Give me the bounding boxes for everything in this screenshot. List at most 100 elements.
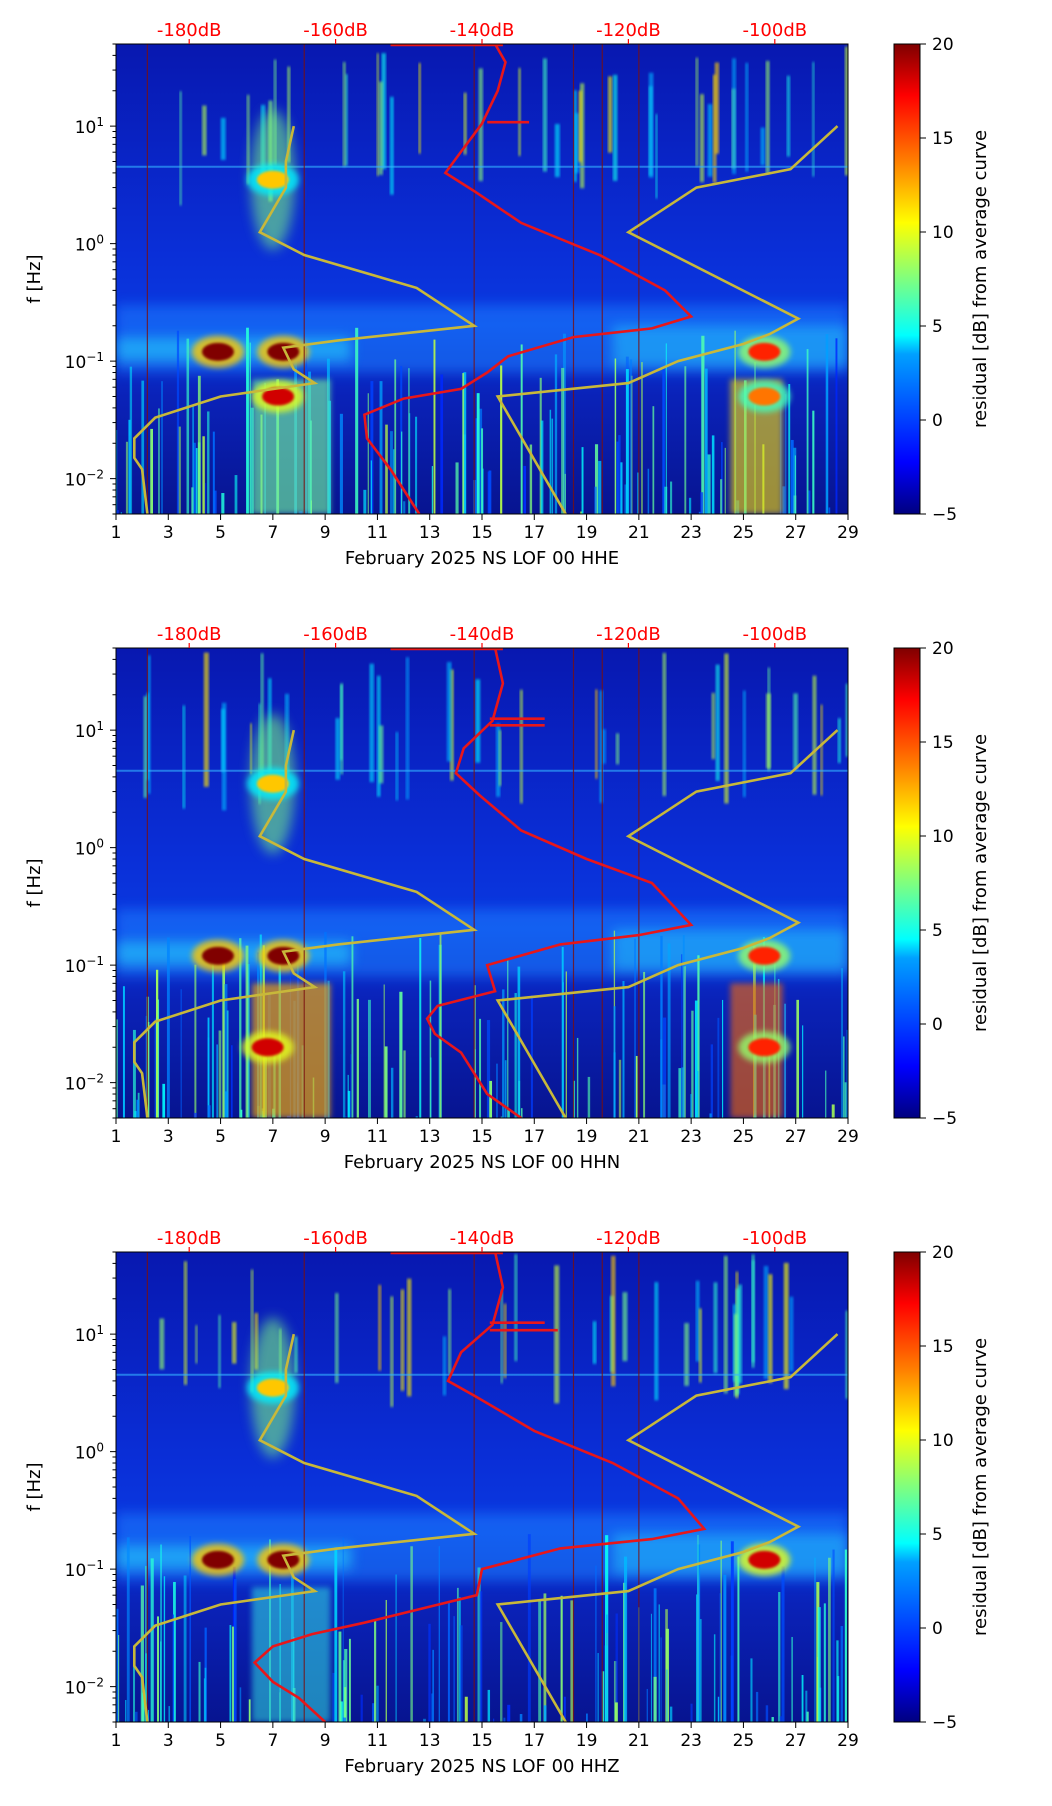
high-freq-streak (287, 66, 291, 163)
low-freq-streak (145, 1565, 147, 1722)
low-freq-streak (370, 460, 372, 514)
low-freq-streak (248, 1699, 251, 1722)
yellow-noise-model-low (133, 125, 478, 514)
high-freq-streak (475, 679, 481, 763)
low-freq-streak (504, 1060, 507, 1118)
low-freq-streak (245, 945, 249, 1118)
high-freq-streak (381, 53, 386, 170)
low-freq-streak (507, 1704, 511, 1722)
x-tick-label: 1 (111, 523, 122, 543)
low-freq-streak (456, 1587, 459, 1722)
low-freq-streak (229, 1625, 232, 1722)
low-freq-streak (814, 1557, 816, 1722)
hot-spot (748, 1550, 781, 1569)
low-freq-streak (543, 1705, 547, 1722)
low-freq-streak (195, 448, 198, 514)
low-freq-streak (538, 1599, 542, 1722)
high-freq-streak (655, 114, 658, 199)
low-freq-streak (704, 368, 708, 514)
high-freq-streak (714, 62, 720, 154)
low-freq-streak (129, 435, 131, 514)
low-freq-streak (403, 1050, 406, 1118)
low-freq-streak (344, 1648, 348, 1722)
low-freq-streak (846, 1029, 848, 1118)
hot-spot (748, 387, 781, 406)
high-freq-streak (844, 46, 848, 176)
y-tick-label: 10−1 (65, 1558, 104, 1581)
low-freq-streak (594, 444, 599, 514)
low-freq-streak (707, 454, 711, 514)
top-db-label: -160dB (303, 1228, 368, 1249)
low-freq-streak (823, 1603, 826, 1722)
colorbar-tick-label: 0 (932, 1619, 943, 1639)
low-freq-streak (191, 487, 194, 514)
low-freq-streak (595, 1565, 597, 1722)
low-freq-streak (709, 1113, 712, 1118)
low-freq-streak (351, 936, 354, 1118)
low-freq-streak (562, 982, 564, 1118)
low-freq-streak (205, 483, 207, 514)
x-tick-label: 25 (733, 523, 755, 543)
high-freq-streak (700, 94, 704, 183)
low-freq-streak (554, 354, 558, 514)
low-freq-streak (487, 1689, 491, 1722)
low-freq-streak (158, 408, 160, 514)
low-freq-streak (808, 490, 811, 514)
spectrogram-area (116, 648, 848, 1118)
hot-spot (251, 1038, 284, 1057)
low-freq-streak (479, 408, 483, 514)
high-freq-streak (574, 113, 580, 174)
low-freq-streak (788, 384, 791, 514)
x-tick-label: 5 (215, 1127, 226, 1147)
low-freq-streak (249, 342, 251, 514)
high-freq-streak (182, 705, 186, 809)
high-freq-streak (378, 81, 383, 175)
low-freq-streak (216, 1044, 218, 1118)
low-freq-streak (431, 1693, 433, 1722)
high-freq-streak (498, 730, 502, 786)
hot-spot (256, 774, 289, 793)
low-freq-streak (176, 330, 180, 514)
low-freq-streak (601, 1671, 605, 1722)
low-freq-streak (721, 442, 723, 514)
colorbar-tick-label: 20 (932, 35, 954, 55)
top-db-label: -180dB (157, 624, 222, 645)
high-freq-streak (699, 1308, 702, 1383)
low-freq-streak (122, 986, 125, 1118)
low-freq-streak (340, 1701, 344, 1722)
low-freq-streak (508, 1110, 510, 1118)
yellow-noise-model-high (495, 1333, 839, 1722)
high-freq-streak (147, 655, 151, 794)
x-tick-label: 27 (785, 1127, 807, 1147)
low-freq-streak (594, 486, 597, 514)
low-freq-streak (155, 969, 159, 1118)
low-freq-streak (835, 338, 838, 514)
top-db-label: -100dB (742, 1228, 807, 1249)
low-freq-streak (239, 1687, 242, 1722)
low-freq-streak (116, 429, 118, 514)
low-freq-streak (663, 1017, 667, 1118)
high-freq-streak (595, 689, 598, 779)
low-freq-streak (688, 497, 692, 514)
low-freq-streak (806, 349, 809, 514)
high-freq-streak (554, 123, 560, 178)
low-freq-streak (428, 1623, 431, 1722)
low-freq-streak (383, 984, 385, 1118)
low-freq-streak (520, 1108, 523, 1118)
y-tick-label: 10−2 (65, 1676, 104, 1699)
low-freq-streak (691, 1010, 694, 1118)
low-freq-streak (338, 1631, 342, 1722)
low-freq-streak (781, 1566, 785, 1722)
low-freq-streak (118, 1634, 120, 1722)
low-freq-streak (126, 1537, 130, 1722)
high-freq-streak (405, 657, 410, 800)
high-freq-streak (232, 1322, 237, 1364)
hot-spot (748, 946, 781, 965)
top-db-label: -100dB (742, 624, 807, 645)
colorbar-label: residual [dB] from average curve (970, 734, 991, 1032)
y-tick-label: 10−1 (65, 954, 104, 977)
low-freq-streak (684, 366, 687, 514)
high-freq-streak (654, 1282, 659, 1401)
low-freq-streak (560, 1595, 563, 1722)
high-freq-streak (335, 718, 340, 780)
